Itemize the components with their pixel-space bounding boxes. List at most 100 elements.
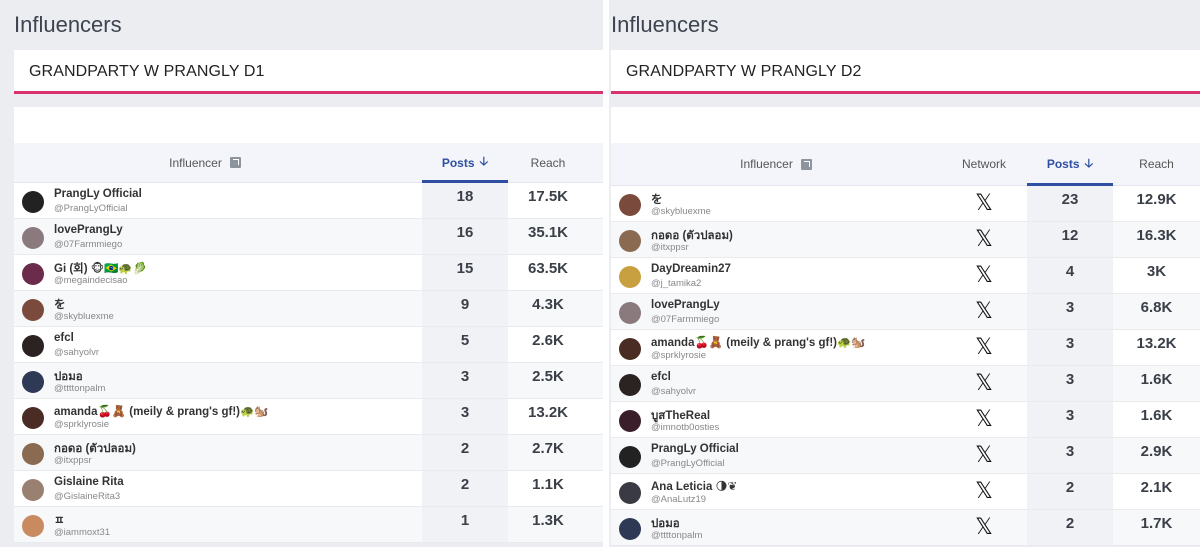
- table-row[interactable]: PrangLy Official @PrangLyOfficial 𝕏 3 2.9K: [611, 438, 1200, 474]
- influencer-name[interactable]: DayDreamin27: [651, 263, 731, 275]
- table-row[interactable]: Gi (회) 🐵🇧🇷🐢🥬 @megaindecisao 15 63.5K: [14, 255, 603, 291]
- table-row[interactable]: amanda🍒🧸 (meily & prang's gf!)🐢🐿️ @sprkly…: [611, 330, 1200, 366]
- column-label: Influencer: [740, 157, 793, 171]
- table-row[interactable]: を @skybluexme 𝕏 23 12.9K: [611, 186, 1200, 222]
- table-row[interactable]: amanda🍒🧸 (meily & prang's gf!)🐢🐿️ @sprkly…: [14, 399, 603, 435]
- influencer-name[interactable]: Ana Leticia 🌗❦: [651, 481, 738, 493]
- posts-column-highlight: [422, 363, 508, 398]
- influencer-name[interactable]: amanda🍒🧸 (meily & prang's gf!)🐢🐿️: [54, 406, 269, 418]
- avatar: [22, 371, 44, 393]
- table-row[interactable]: efcl @sahyolvr 𝕏 3 1.6K: [611, 366, 1200, 402]
- reach-value: 35.1K: [527, 224, 569, 241]
- x-network-icon: 𝕏: [975, 407, 993, 432]
- campaign-selector[interactable]: GRANDPARTY W PRANGLY D2: [611, 50, 1200, 94]
- reach-value: 3K: [1146, 263, 1167, 280]
- table-row[interactable]: Ana Leticia 🌗❦ @AnaLutz19 𝕏 2 2.1K: [611, 474, 1200, 510]
- influencer-name[interactable]: บูสTheReal: [651, 410, 711, 422]
- avatar: [619, 446, 641, 468]
- table-body: を @skybluexme 𝕏 23 12.9K กอดอ (ตัวปลอม) @itxpp…: [611, 186, 1200, 546]
- influencer-name[interactable]: กอดอ (ตัวปลอม): [54, 443, 136, 455]
- column-header-network[interactable]: Network: [941, 143, 1027, 185]
- influencer-handle: @sahyolvr: [54, 347, 100, 358]
- avatar: [619, 374, 641, 396]
- x-network-icon: 𝕏: [975, 299, 993, 324]
- external-link-icon[interactable]: [800, 158, 812, 170]
- influencer-handle: @itxppsr: [54, 455, 92, 466]
- influencer-name[interactable]: ปอมอ: [54, 371, 83, 383]
- posts-column-highlight: [422, 471, 508, 506]
- column-label: Posts: [1046, 157, 1080, 171]
- posts-column-highlight: [422, 291, 508, 326]
- table-row[interactable]: lovePrangLy @07Farmmiego 16 35.1K: [14, 219, 603, 255]
- avatar: [619, 410, 641, 432]
- influencer-handle: @j_tamika2: [651, 278, 702, 289]
- reach-value: 1.6K: [1140, 407, 1173, 424]
- column-header-posts[interactable]: Posts 🡣: [1027, 143, 1113, 186]
- avatar: [619, 482, 641, 504]
- table-row[interactable]: efcl @sahyolvr 5 2.6K: [14, 327, 603, 363]
- posts-count: 2: [460, 476, 470, 493]
- table-body: PrangLy Official @PrangLyOfficial 18 17.5K l…: [14, 183, 603, 543]
- table-row[interactable]: ปอมอ @ttttonpalm 𝕏 2 1.7K: [611, 510, 1200, 546]
- campaign-selector[interactable]: GRANDPARTY W PRANGLY D1: [14, 50, 603, 94]
- posts-count: 12: [1061, 227, 1079, 244]
- influencer-name[interactable]: efcl: [651, 371, 671, 383]
- posts-column-highlight: [1027, 330, 1113, 365]
- table-row[interactable]: PrangLy Official @PrangLyOfficial 18 17.5K: [14, 183, 603, 219]
- reach-value: 2.5K: [532, 368, 564, 385]
- reach-value: 2.7K: [532, 440, 564, 457]
- influencer-name[interactable]: PrangLy Official: [54, 188, 142, 200]
- column-header-posts[interactable]: Posts 🡣: [422, 143, 508, 183]
- posts-column-highlight: [1027, 474, 1113, 509]
- page-title: Influencers: [611, 12, 719, 37]
- influencer-name[interactable]: lovePrangLy: [54, 224, 123, 236]
- avatar: [22, 191, 44, 213]
- column-header-reach[interactable]: Reach: [508, 143, 588, 182]
- x-network-icon: 𝕏: [975, 371, 993, 396]
- column-header-influencer[interactable]: Influencer: [611, 143, 941, 185]
- sort-down-icon: 🡣: [479, 154, 489, 168]
- external-link-icon[interactable]: [229, 157, 241, 168]
- column-header-reach[interactable]: Reach: [1113, 143, 1200, 185]
- influencer-name[interactable]: ㅍ: [54, 515, 65, 527]
- table-row[interactable]: กอดอ (ตัวปลอม) @itxppsr 2 2.7K: [14, 435, 603, 471]
- reach-value: 17.5K: [527, 188, 569, 205]
- table-row[interactable]: を @skybluexme 9 4.3K: [14, 291, 603, 327]
- table-row[interactable]: บูสTheReal @imnotb0osties 𝕏 3 1.6K: [611, 402, 1200, 438]
- posts-count: 1: [460, 512, 470, 529]
- table-row[interactable]: lovePrangLy @07Farmmiego 𝕏 3 6.8K: [611, 294, 1200, 330]
- influencer-handle: @ttttonpalm: [54, 383, 106, 394]
- reach-value: 2.6K: [532, 332, 564, 349]
- influencer-name[interactable]: を: [54, 299, 66, 311]
- left-panel: Influencers GRANDPARTY W PRANGLY D1 Infl…: [0, 0, 603, 547]
- influencer-handle: @itxppsr: [651, 242, 689, 253]
- reach-value: 2.9K: [1140, 443, 1173, 460]
- toolbar-area: [14, 107, 603, 143]
- influencer-name[interactable]: PrangLy Official: [651, 443, 739, 455]
- table-row[interactable]: กอดอ (ตัวปลอม) @itxppsr 𝕏 12 16.3K: [611, 222, 1200, 258]
- avatar: [22, 335, 44, 357]
- influencer-name[interactable]: efcl: [54, 332, 74, 344]
- posts-count: 3: [1065, 407, 1075, 424]
- column-label: Influencer: [169, 155, 222, 170]
- influencer-name[interactable]: を: [651, 194, 663, 206]
- influencer-name[interactable]: Gislaine Rita: [54, 476, 124, 488]
- posts-column-highlight: [1027, 510, 1113, 545]
- posts-column-highlight: [1027, 402, 1113, 437]
- influencer-name[interactable]: lovePrangLy: [651, 299, 720, 311]
- avatar: [22, 227, 44, 249]
- avatar: [619, 518, 641, 540]
- x-network-icon: 𝕏: [975, 191, 993, 216]
- posts-column-highlight: [1027, 294, 1113, 329]
- influencer-name[interactable]: ปอมอ: [651, 518, 680, 530]
- posts-count: 3: [460, 368, 470, 385]
- influencer-handle: @skybluexme: [54, 311, 114, 322]
- influencer-name[interactable]: กอดอ (ตัวปลอม): [651, 230, 733, 242]
- table-row[interactable]: ปอมอ @ttttonpalm 3 2.5K: [14, 363, 603, 399]
- influencer-name[interactable]: Gi (회) 🐵🇧🇷🐢🥬: [54, 263, 148, 275]
- influencer-name[interactable]: amanda🍒🧸 (meily & prang's gf!)🐢🐿️: [651, 337, 866, 349]
- table-row[interactable]: DayDreamin27 @j_tamika2 𝕏 4 3K: [611, 258, 1200, 294]
- table-row[interactable]: Gislaine Rita @GislaineRita3 2 1.1K: [14, 471, 603, 507]
- table-row[interactable]: ㅍ @iammoxt31 1 1.3K: [14, 507, 603, 543]
- column-header-influencer[interactable]: Influencer: [14, 143, 396, 182]
